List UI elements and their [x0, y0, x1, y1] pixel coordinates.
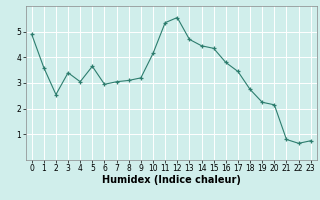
- X-axis label: Humidex (Indice chaleur): Humidex (Indice chaleur): [102, 175, 241, 185]
